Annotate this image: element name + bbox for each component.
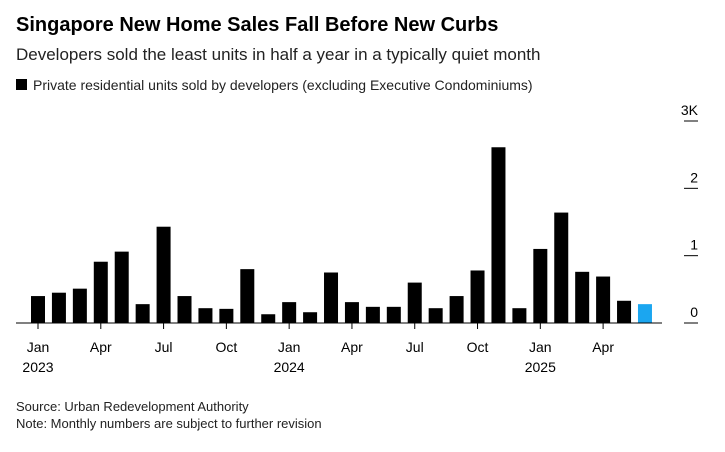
bar [114, 251, 129, 323]
bar [344, 302, 359, 323]
year-label: 2023 [22, 359, 53, 375]
bar [282, 302, 297, 323]
y-tick-label: 2 [690, 169, 698, 185]
chart-subtitle: Developers sold the least units in half … [16, 45, 540, 64]
bar [533, 248, 548, 323]
x-tick-label: Jul [155, 339, 173, 355]
bar [637, 304, 652, 323]
bar [596, 276, 611, 323]
bar [449, 296, 464, 323]
bar [491, 147, 506, 323]
bar [135, 304, 150, 323]
y-tick-label: 0 [690, 304, 698, 320]
bar [31, 296, 45, 323]
bar [240, 269, 255, 323]
bar [324, 272, 339, 323]
x-tick-label: Jul [406, 339, 424, 355]
bar [177, 296, 192, 323]
x-tick-label: Apr [90, 339, 112, 355]
x-tick-label: Apr [341, 339, 363, 355]
bar [198, 308, 213, 323]
bar [554, 212, 569, 323]
legend-label: Private residential units sold by develo… [33, 77, 533, 93]
x-tick-label: Jan [278, 339, 301, 355]
x-tick-label: Oct [215, 339, 237, 355]
bar [156, 226, 171, 323]
year-label: 2025 [525, 359, 556, 375]
year-label: 2024 [274, 359, 305, 375]
bar [261, 314, 276, 323]
y-tick-label: 1 [690, 237, 698, 253]
bar [407, 282, 422, 323]
y-tick-label: 3K [681, 102, 699, 118]
x-tick-label: Oct [467, 339, 489, 355]
bar [365, 306, 380, 323]
note: Note: Monthly numbers are subject to fur… [16, 416, 322, 431]
bar [93, 261, 108, 323]
bar [51, 292, 66, 323]
legend-swatch [16, 79, 27, 90]
x-tick-label: Apr [592, 339, 614, 355]
x-tick-label: Jan [27, 339, 50, 355]
x-tick-label: Jan [529, 339, 552, 355]
bar [617, 300, 632, 323]
bar [303, 312, 318, 323]
bar [386, 306, 401, 323]
bar [512, 308, 527, 323]
bar [219, 308, 234, 323]
bar [72, 288, 87, 323]
bar [470, 270, 485, 323]
source: Source: Urban Redevelopment Authority [16, 399, 249, 414]
bar [428, 308, 443, 323]
chart-title: Singapore New Home Sales Fall Before New… [16, 14, 498, 36]
bar [575, 271, 590, 323]
